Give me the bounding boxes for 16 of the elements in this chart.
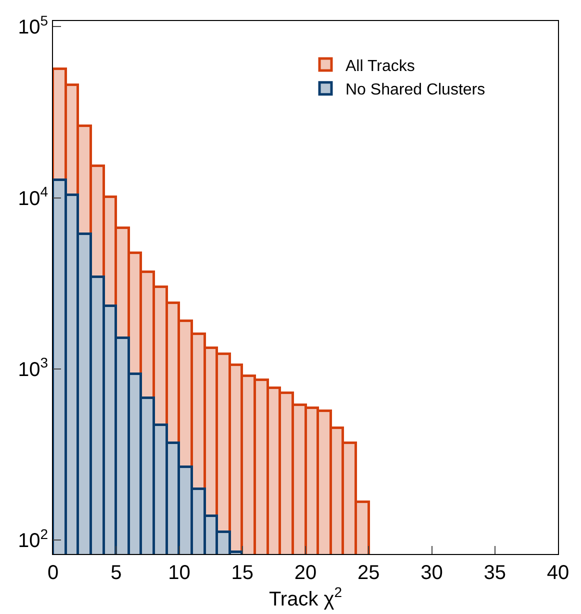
x-tick-label: 40 — [546, 562, 570, 584]
x-axis-title: Track χ$^{2}$ — [268, 584, 342, 610]
y-tick-label: 10$^{5}$ — [18, 12, 48, 39]
x-tick-label: 30 — [420, 562, 443, 584]
x-tick-label: 5 — [110, 562, 122, 584]
x-tick-label: 15 — [231, 562, 254, 584]
y-tick-label: 10$^{2}$ — [18, 526, 48, 552]
x-tick-label: 20 — [294, 562, 317, 584]
y-tick-label: 10$^{4}$ — [18, 183, 48, 210]
x-tick-label: 0 — [47, 562, 59, 584]
legend-label: No Shared Clusters — [346, 82, 486, 99]
legend-label: All Tracks — [346, 58, 415, 75]
x-tick-label: 10 — [168, 562, 190, 584]
x-tick-label: 25 — [358, 562, 380, 584]
x-tick-label: 35 — [484, 562, 506, 584]
y-tick-label: 10$^{3}$ — [18, 354, 48, 382]
